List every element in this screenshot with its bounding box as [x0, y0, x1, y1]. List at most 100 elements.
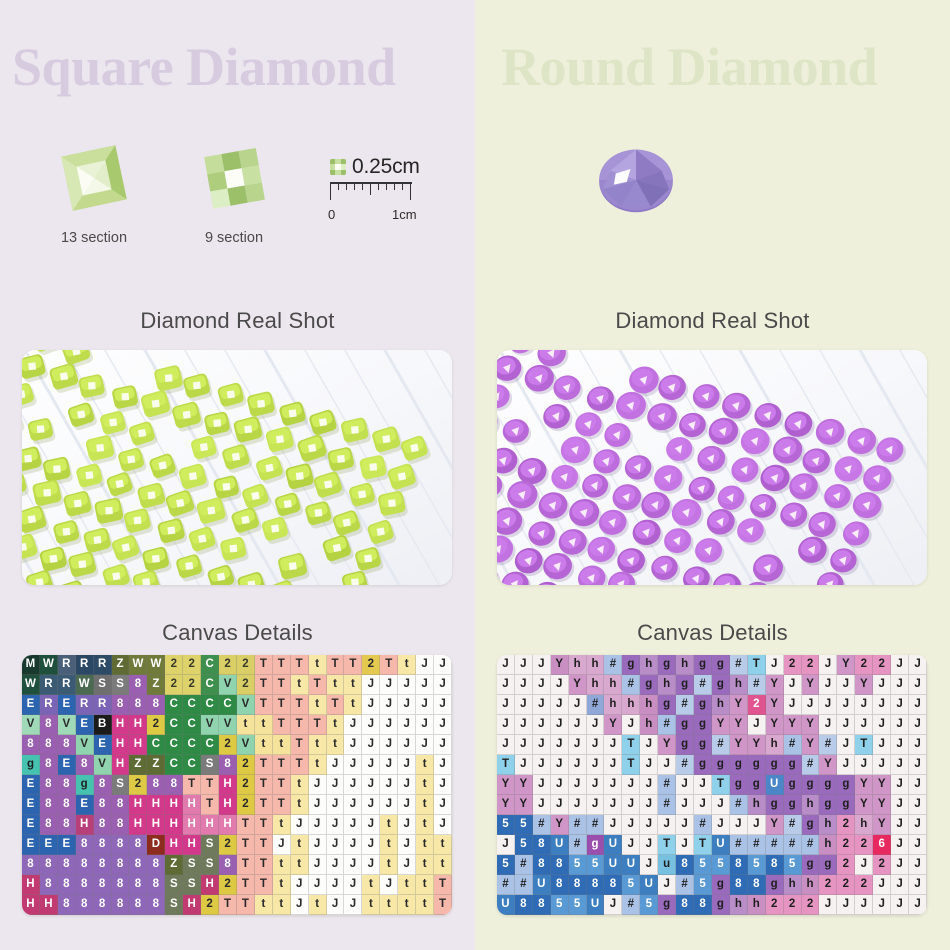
canvas-cell: 5: [586, 855, 605, 875]
canvas-cell: g: [765, 755, 784, 775]
canvas-cell: t: [254, 895, 273, 915]
canvas-cell: J: [326, 775, 345, 795]
canvas-cell: 8: [39, 795, 58, 815]
canvas-cell: J: [416, 695, 435, 715]
canvas-cell: Y: [855, 675, 874, 695]
canvas-cell: J: [290, 895, 309, 915]
canvas-cell: E: [22, 795, 40, 815]
canvas-cell: #: [729, 835, 748, 855]
canvas-cell: 8: [514, 895, 533, 915]
canvas-cell: 8: [111, 835, 130, 855]
canvas-cell: t: [290, 855, 309, 875]
canvas-cell: 8: [57, 775, 76, 795]
canvas-cell: C: [201, 675, 220, 695]
canvas-cell: R: [57, 655, 76, 675]
canvas-cell: J: [434, 795, 452, 815]
canvas-cell: J: [550, 735, 569, 755]
canvas-cell: V: [22, 715, 40, 735]
canvas-cell: T: [254, 695, 273, 715]
canvas-cell: 8: [93, 835, 112, 855]
canvas-cell: J: [676, 775, 695, 795]
canvas-cell: J: [497, 655, 515, 675]
canvas-cell: 2: [165, 655, 184, 675]
canvas-cell: #: [568, 815, 587, 835]
canvas-cell: J: [362, 675, 381, 695]
canvas-cell: #: [694, 675, 712, 695]
specimen-caption: 9 section: [204, 230, 264, 246]
ruler-tick: [362, 182, 364, 190]
canvas-cell: J: [891, 695, 910, 715]
canvas-cell: h: [765, 735, 784, 755]
canvas-cell: J: [344, 835, 363, 855]
canvas-cell: R: [93, 695, 112, 715]
canvas-cell: J: [586, 715, 605, 735]
canvas-cell: J: [550, 755, 569, 775]
canvas-cell: 8: [75, 895, 94, 915]
canvas-cell: 2: [765, 895, 784, 915]
specimen-caption: 13 section: [60, 230, 128, 246]
canvas-cell: T: [254, 775, 273, 795]
canvas-cell: #: [783, 835, 802, 855]
canvas-cell: J: [362, 835, 381, 855]
canvas-cell: H: [219, 775, 237, 795]
specimen-9-section: 9 section: [188, 132, 280, 246]
canvas-cell: Y: [855, 795, 874, 815]
canvas-cell: Y: [765, 815, 784, 835]
canvas-cell: J: [326, 835, 345, 855]
canvas-cell: h: [819, 835, 838, 855]
canvas-cell: J: [873, 895, 892, 915]
canvas-cell: H: [147, 815, 166, 835]
canvas-cell: t: [380, 855, 399, 875]
canvas-cell: J: [909, 775, 927, 795]
canvas-cell: S: [183, 855, 202, 875]
canvas-cell: g: [837, 775, 856, 795]
canvas-cell: T: [434, 875, 452, 895]
canvas-cell: H: [201, 875, 220, 895]
canvas-cell: E: [22, 695, 40, 715]
canvas-cell: J: [837, 695, 856, 715]
canvas-cell: J: [873, 755, 892, 775]
canvas-cell: 5: [694, 855, 712, 875]
ruler-tick: [402, 182, 404, 190]
canvas-cell: t: [272, 895, 291, 915]
canvas-cell: S: [201, 855, 220, 875]
canvas-cell: J: [711, 795, 730, 815]
canvas-cell: t: [398, 875, 417, 895]
canvas-cell: Y: [819, 755, 838, 775]
canvas-cell: g: [729, 755, 748, 775]
canvas-cell: J: [640, 775, 659, 795]
canvas-cell: g: [676, 715, 695, 735]
canvas-cell: J: [416, 655, 435, 675]
canvas-cell: Y: [801, 735, 820, 755]
canvas-cell: #: [514, 875, 533, 895]
canvas-cell: Y: [568, 675, 587, 695]
canvas-cell: J: [568, 795, 587, 815]
canvas-cell: T: [254, 655, 273, 675]
canvas-cell: H: [129, 735, 148, 755]
canvas-cell: J: [326, 875, 345, 895]
canvas-cell: 8: [57, 895, 76, 915]
canvas-cell: J: [344, 755, 363, 775]
canvas-cell: Z: [129, 755, 148, 775]
canvas-cell: J: [434, 675, 452, 695]
canvas-cell: h: [747, 795, 766, 815]
canvas-cell: h: [586, 655, 605, 675]
canvas-cell: 8: [75, 855, 94, 875]
canvas-cell: S: [165, 895, 184, 915]
canvas-cell: J: [434, 715, 452, 735]
canvas-cell: U: [711, 835, 730, 855]
canvas-cell: T: [236, 815, 255, 835]
canvas-cell: 2: [837, 875, 856, 895]
canvas-cell: T: [236, 895, 255, 915]
canvas-cell: t: [344, 675, 363, 695]
canvas-cell: t: [290, 835, 309, 855]
canvas-cell: J: [891, 855, 910, 875]
canvas-cell: J: [891, 795, 910, 815]
canvas-cell: J: [416, 675, 435, 695]
canvas-cell: Z: [111, 655, 130, 675]
canvas-cell: H: [165, 835, 184, 855]
specimen-round: [590, 134, 682, 232]
canvas-cell: 8: [604, 875, 623, 895]
canvas-cell: #: [604, 655, 623, 675]
canvas-cell: #: [514, 855, 533, 875]
